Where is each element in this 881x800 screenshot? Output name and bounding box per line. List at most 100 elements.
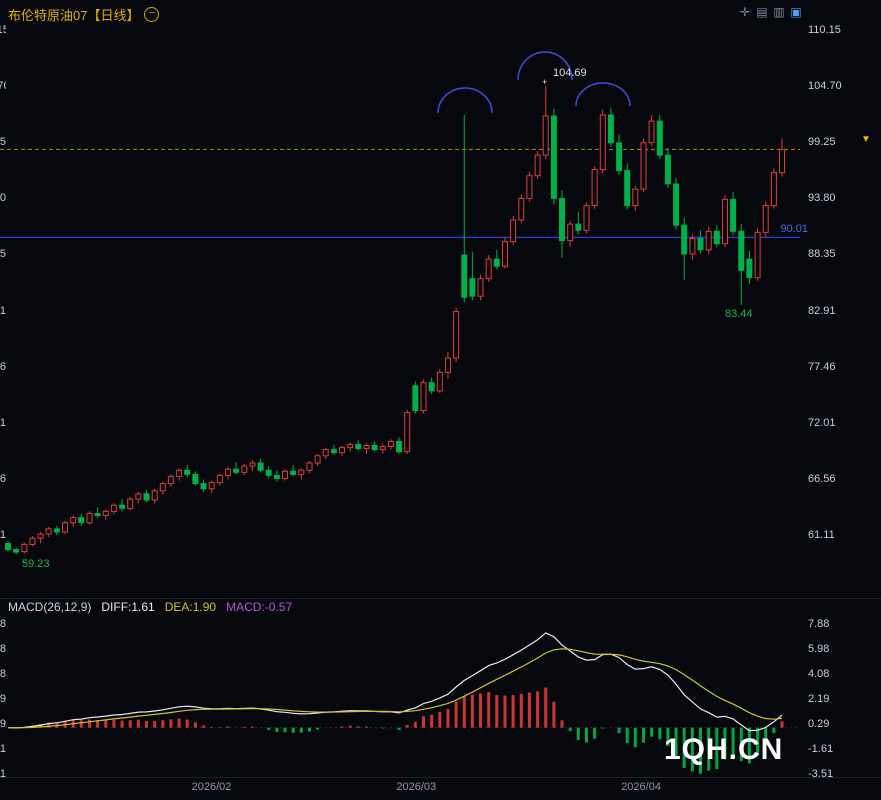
macd-histogram-bar [153, 720, 157, 728]
macd-histogram-bar [682, 727, 686, 768]
candle-body [78, 517, 85, 524]
macd-dea-value: DEA:1.90 [164, 600, 217, 614]
candle-body [396, 440, 403, 453]
macd-histogram-bar [454, 701, 458, 728]
macd-histogram-bar [642, 727, 645, 743]
candle-body [738, 230, 745, 271]
price-axis-label-left: 88.35 [0, 248, 6, 261]
macd-histogram-bar [193, 722, 197, 728]
latest-price-marker[interactable]: ▼ [861, 134, 871, 145]
candle-body [110, 504, 117, 512]
candle-body [282, 470, 288, 479]
candle-body [632, 188, 639, 207]
chart-grid-icon[interactable]: ▥ [773, 5, 785, 19]
candle-body [387, 440, 394, 447]
high-price-label: 104.69 [553, 67, 587, 79]
macd-histogram-bar [764, 727, 768, 746]
macd-histogram-bar [250, 726, 254, 728]
price-axis-label: 99.25 [808, 136, 836, 149]
macd-histogram-bar [340, 726, 344, 728]
watermark: 1QH.CN [664, 733, 784, 766]
candle-body [184, 469, 191, 475]
macd-histogram-bar [495, 695, 499, 728]
arc-annotation [517, 51, 573, 81]
candle-body [45, 528, 52, 535]
macd-histogram-bar [650, 727, 654, 737]
candle-body [249, 462, 256, 467]
macd-histogram-bar [405, 724, 409, 728]
candle-body [53, 528, 60, 533]
macd-histogram-bar [348, 725, 352, 728]
candle-body [330, 449, 337, 454]
panel-layout-icon[interactable]: ▣ [790, 5, 802, 19]
price-axis-label: 88.35 [808, 248, 836, 261]
candle-body [257, 462, 264, 471]
arc-annotation [437, 87, 493, 114]
macd-histogram-bar [576, 727, 580, 741]
macd-histogram-bar [185, 719, 189, 728]
macd-histogram-bar [47, 722, 51, 728]
candle-body [347, 444, 354, 449]
price-axis-label-left: 104.70 [0, 80, 6, 93]
zoom-out-icon[interactable]: − [144, 7, 160, 22]
candle-body [322, 449, 329, 457]
macd-histogram-bar [218, 727, 222, 728]
macd-histogram-bar [177, 718, 181, 728]
macd-histogram-bar [552, 701, 556, 728]
candle-body [436, 371, 443, 392]
macd-histogram-bar [169, 719, 173, 728]
candle-body [681, 224, 688, 255]
kline-mode-icon[interactable]: ▤ [756, 5, 768, 19]
candle-body [29, 537, 36, 545]
candle-body [21, 543, 28, 553]
candle-body [705, 230, 712, 251]
candle-body [290, 470, 297, 475]
candle-body [216, 474, 223, 484]
macd-histogram-bar [112, 719, 116, 728]
candle-body [265, 469, 272, 476]
macd-histogram-bar [511, 695, 515, 728]
candle-body [208, 482, 215, 490]
candle-body [428, 382, 435, 392]
price-axis-label: 72.01 [808, 416, 836, 429]
macd-histogram-bar [707, 727, 711, 771]
macd-histogram-bar [747, 727, 751, 764]
macd-axis-label: 0.29 [808, 718, 830, 730]
macd-histogram-bar [633, 727, 637, 748]
start-low-label: 59.23 [22, 558, 50, 570]
macd-histogram-bar [210, 726, 214, 728]
macd-histogram-bar [55, 722, 59, 728]
candle-body [200, 483, 207, 490]
candle-body [143, 493, 150, 501]
macd-formula-label: MACD(26,12,9) [8, 600, 92, 614]
candle-body [306, 462, 313, 471]
macd-histogram-bar [413, 721, 417, 728]
macd-histogram-bar [145, 721, 148, 728]
candle-body [86, 513, 93, 524]
candle-body [225, 468, 231, 476]
contract-title: 布伦特原油07【日线】 [8, 8, 140, 23]
macd-histogram-bar [699, 727, 702, 774]
candle-body [534, 154, 541, 177]
macd-axis-label-left: 7.88 [0, 618, 6, 630]
macd-histogram-bar [601, 727, 605, 729]
price-axis-label-left: 93.80 [0, 192, 6, 205]
candle-body [477, 278, 484, 297]
candle-body [94, 513, 101, 517]
price-axis-label: 61.11 [808, 529, 835, 541]
candle-body [119, 504, 126, 509]
macd-histogram-bar [79, 720, 83, 728]
macd-histogram-bar [731, 727, 735, 758]
crosshair-icon[interactable]: ✛ [739, 5, 751, 19]
price-axis-label: 82.91 [808, 304, 836, 317]
macd-axis-label: -3.51 [808, 768, 834, 780]
macd-histogram-bar [422, 716, 425, 728]
candle-body [526, 175, 533, 199]
macd-histogram-bar [462, 696, 466, 728]
macd-histogram-bar [316, 727, 320, 730]
macd-axis-label-left: -1.61 [0, 743, 6, 755]
macd-value: MACD:-0.57 [226, 600, 293, 614]
candle-body [730, 198, 737, 232]
